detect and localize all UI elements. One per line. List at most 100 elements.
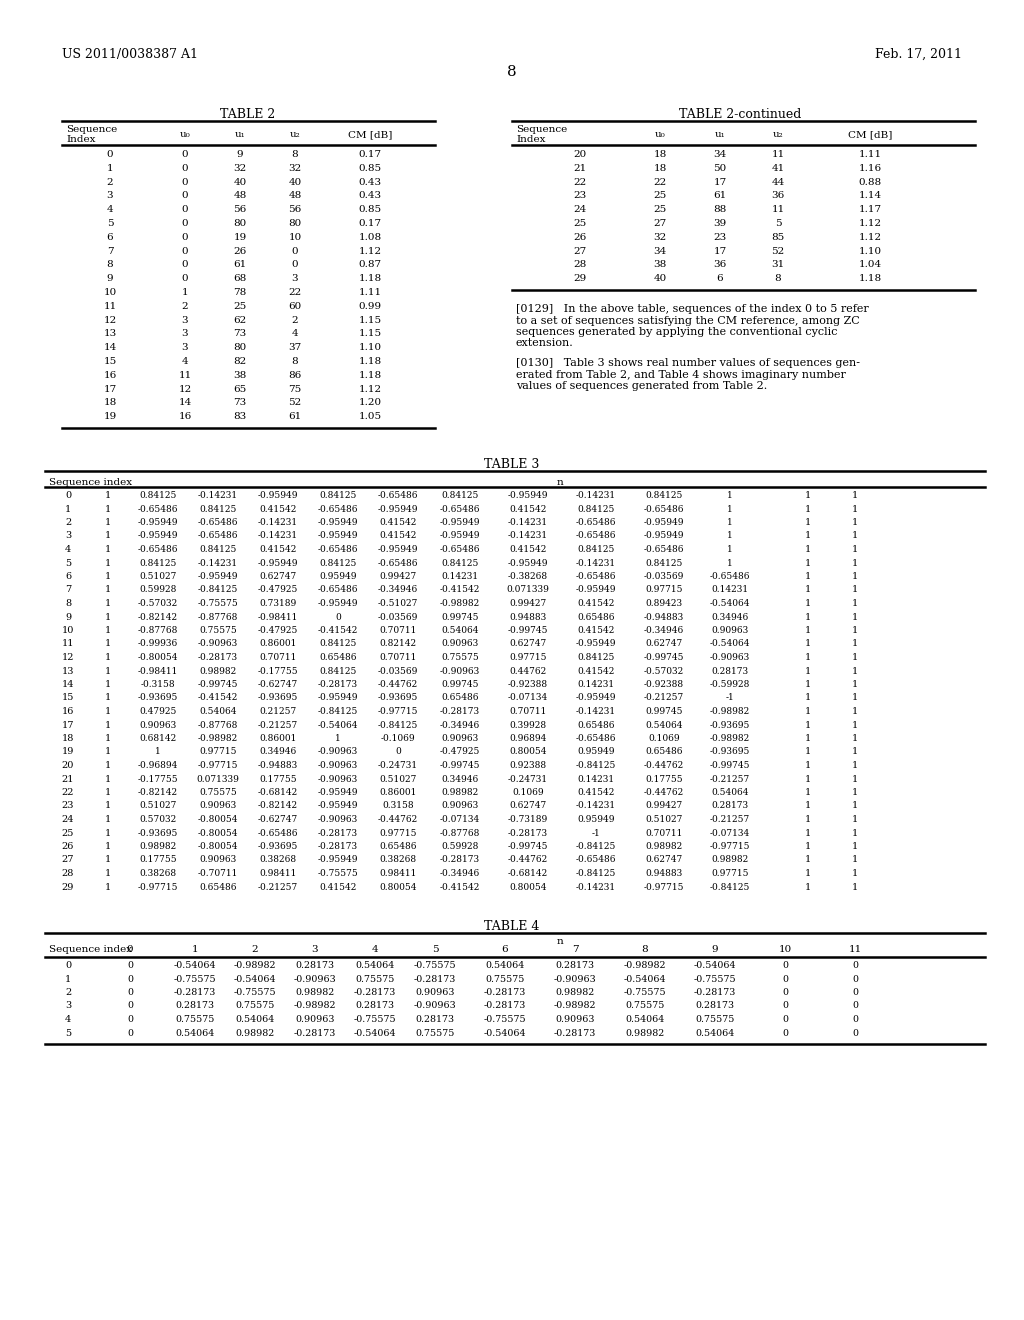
- Text: -0.28173: -0.28173: [317, 842, 358, 851]
- Text: Index: Index: [516, 135, 546, 144]
- Text: 0.75575: 0.75575: [236, 1002, 274, 1011]
- Text: -0.93695: -0.93695: [258, 693, 298, 702]
- Text: 7: 7: [65, 586, 71, 594]
- Text: 0.28173: 0.28173: [416, 1015, 455, 1024]
- Text: 0.84125: 0.84125: [319, 491, 356, 500]
- Text: 12: 12: [103, 315, 117, 325]
- Text: 0: 0: [181, 232, 188, 242]
- Text: 0: 0: [127, 987, 133, 997]
- Text: 1: 1: [852, 545, 858, 554]
- Text: 0.98982: 0.98982: [441, 788, 478, 797]
- Text: [0129]   In the above table, sequences of the index 0 to 5 refer: [0129] In the above table, sequences of …: [516, 304, 868, 314]
- Text: 2: 2: [252, 945, 258, 954]
- Text: -0.84125: -0.84125: [575, 842, 616, 851]
- Text: 1: 1: [104, 693, 112, 702]
- Text: 82: 82: [233, 356, 247, 366]
- Text: 1: 1: [727, 558, 733, 568]
- Text: 0.90963: 0.90963: [441, 639, 478, 648]
- Text: 0.75575: 0.75575: [199, 626, 237, 635]
- Text: 0.41542: 0.41542: [578, 626, 614, 635]
- Text: -0.90963: -0.90963: [317, 814, 358, 824]
- Text: 36: 36: [771, 191, 784, 201]
- Text: 1: 1: [104, 775, 112, 784]
- Text: -0.95949: -0.95949: [644, 532, 684, 540]
- Text: -0.54064: -0.54064: [483, 1028, 526, 1038]
- Text: 1: 1: [65, 974, 71, 983]
- Text: 0.85: 0.85: [358, 205, 382, 214]
- Text: 9: 9: [65, 612, 71, 622]
- Text: 1: 1: [805, 491, 811, 500]
- Text: 1: 1: [191, 945, 199, 954]
- Text: 0.28173: 0.28173: [695, 1002, 734, 1011]
- Text: -0.95949: -0.95949: [644, 517, 684, 527]
- Text: 1: 1: [852, 788, 858, 797]
- Text: 1: 1: [104, 788, 112, 797]
- Text: 0: 0: [181, 275, 188, 284]
- Text: -1: -1: [726, 693, 734, 702]
- Text: 3: 3: [181, 343, 188, 352]
- Text: 0: 0: [782, 1015, 788, 1024]
- Text: 17: 17: [714, 247, 727, 256]
- Text: 0.96894: 0.96894: [509, 734, 547, 743]
- Text: 0.41542: 0.41542: [509, 545, 547, 554]
- Text: 0.80054: 0.80054: [509, 747, 547, 756]
- Text: -0.41542: -0.41542: [198, 693, 239, 702]
- Text: 1: 1: [852, 612, 858, 622]
- Text: 1: 1: [104, 721, 112, 730]
- Text: -0.75575: -0.75575: [174, 974, 216, 983]
- Text: 1: 1: [104, 814, 112, 824]
- Text: -0.14231: -0.14231: [575, 801, 616, 810]
- Text: 9: 9: [712, 945, 718, 954]
- Text: 0: 0: [181, 205, 188, 214]
- Text: 0.17755: 0.17755: [139, 855, 177, 865]
- Text: 0.97715: 0.97715: [509, 653, 547, 663]
- Text: 0.70711: 0.70711: [379, 653, 417, 663]
- Text: 61: 61: [233, 260, 247, 269]
- Text: 0.071339: 0.071339: [507, 586, 550, 594]
- Text: 0: 0: [782, 987, 788, 997]
- Text: 6: 6: [106, 232, 114, 242]
- Text: 1: 1: [852, 883, 858, 891]
- Text: 23: 23: [714, 232, 727, 242]
- Text: 0.65486: 0.65486: [578, 721, 614, 730]
- Text: 0.80054: 0.80054: [509, 883, 547, 891]
- Text: 0: 0: [127, 961, 133, 970]
- Text: 39: 39: [714, 219, 727, 228]
- Text: 19: 19: [233, 232, 247, 242]
- Text: -0.17755: -0.17755: [258, 667, 298, 676]
- Text: 0.84125: 0.84125: [200, 545, 237, 554]
- Text: 3: 3: [106, 191, 114, 201]
- Text: -0.90963: -0.90963: [414, 1002, 457, 1011]
- Text: -0.65486: -0.65486: [575, 855, 616, 865]
- Text: 0: 0: [852, 974, 858, 983]
- Text: 5: 5: [65, 1028, 71, 1038]
- Text: 10: 10: [778, 945, 792, 954]
- Text: 1: 1: [104, 532, 112, 540]
- Text: -1: -1: [592, 829, 600, 837]
- Text: -0.95949: -0.95949: [317, 801, 358, 810]
- Text: -0.95949: -0.95949: [575, 586, 616, 594]
- Text: -0.95949: -0.95949: [317, 517, 358, 527]
- Text: 0: 0: [181, 164, 188, 173]
- Text: 18: 18: [653, 164, 667, 173]
- Text: 0: 0: [782, 1002, 788, 1011]
- Text: 1: 1: [104, 517, 112, 527]
- Text: 0.28173: 0.28173: [175, 1002, 215, 1011]
- Text: 4: 4: [106, 205, 114, 214]
- Text: 1: 1: [727, 517, 733, 527]
- Text: -0.28173: -0.28173: [508, 829, 548, 837]
- Text: 22: 22: [61, 788, 75, 797]
- Text: -0.93695: -0.93695: [378, 693, 418, 702]
- Text: -0.14231: -0.14231: [198, 558, 238, 568]
- Text: 0.57032: 0.57032: [139, 814, 176, 824]
- Text: 1: 1: [181, 288, 188, 297]
- Text: 19: 19: [61, 747, 74, 756]
- Text: -0.28173: -0.28173: [483, 1002, 526, 1011]
- Text: 0.90963: 0.90963: [441, 801, 478, 810]
- Text: -0.28173: -0.28173: [354, 987, 396, 997]
- Text: 1: 1: [104, 558, 112, 568]
- Text: 29: 29: [573, 275, 587, 284]
- Text: -0.54064: -0.54064: [710, 599, 751, 609]
- Text: -0.98411: -0.98411: [258, 612, 298, 622]
- Text: 3: 3: [181, 315, 188, 325]
